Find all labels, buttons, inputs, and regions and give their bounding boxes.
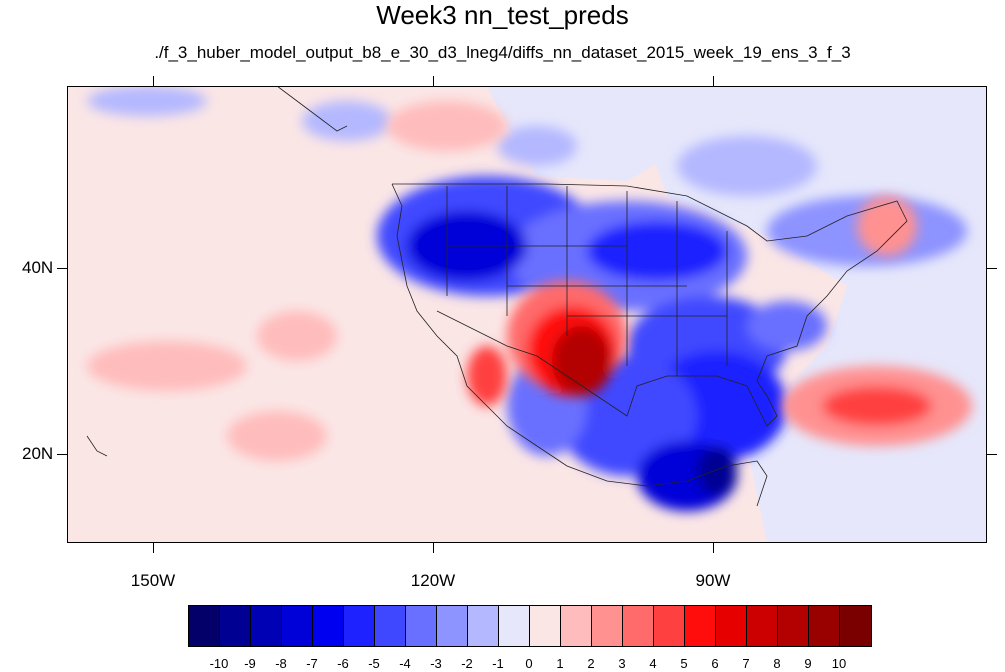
tick-20n <box>57 454 67 455</box>
colorbar-tick-label: 3 <box>618 656 626 671</box>
tick-40n <box>57 268 67 269</box>
colorbar-box <box>282 606 313 646</box>
colorbar-tick-label: -4 <box>399 656 411 671</box>
colorbar <box>188 605 872 647</box>
colorbar-tick-label: 9 <box>804 656 812 671</box>
colorbar-tick-label: -8 <box>275 656 287 671</box>
colorbar-box <box>840 606 871 646</box>
colorbar-tick-label: 10 <box>831 656 847 671</box>
colorbar-box <box>437 606 468 646</box>
colorbar-tick-label: -10 <box>209 656 229 671</box>
lat-label-20n: 20N <box>22 444 54 463</box>
colorbar-box <box>685 606 716 646</box>
colorbar-box <box>561 606 592 646</box>
colorbar-tick-label: 8 <box>773 656 781 671</box>
colorbar-box <box>313 606 344 646</box>
colorbar-box <box>251 606 282 646</box>
colorbar-box <box>592 606 623 646</box>
colorbar-box <box>468 606 499 646</box>
colorbar-box <box>499 606 530 646</box>
lat-label-40n: 40N <box>22 258 54 277</box>
colorbar-box <box>654 606 685 646</box>
tick-90w-top <box>713 76 714 86</box>
tick-40n-right <box>987 268 997 269</box>
colorbar-tick-label: 0 <box>525 656 533 671</box>
tick-150w-top <box>153 76 154 86</box>
colorbar-tick-label: 2 <box>587 656 595 671</box>
lon-label-90w: 90W <box>695 571 731 590</box>
tick-120w-top <box>433 76 434 86</box>
colorbar-box <box>623 606 654 646</box>
colorbar-box <box>716 606 747 646</box>
tick-90w <box>713 543 714 553</box>
colorbar-tick-label: 1 <box>556 656 564 671</box>
colorbar-tick-label: 4 <box>649 656 657 671</box>
colorbar-box <box>809 606 840 646</box>
map-panel <box>67 86 987 543</box>
colorbar-box <box>778 606 809 646</box>
colorbar-tick-label: -9 <box>244 656 256 671</box>
colorbar-tick-label: 5 <box>680 656 688 671</box>
colorbar-tick-label: -3 <box>430 656 442 671</box>
colorbar-box <box>220 606 251 646</box>
colorbar-tick-label: -1 <box>492 656 504 671</box>
lon-label-150w: 150W <box>130 571 176 590</box>
tick-150w <box>153 543 154 553</box>
colorbar-tick-label: 7 <box>742 656 750 671</box>
colorbar-tick-label: -7 <box>306 656 318 671</box>
colorbar-tick-label: -6 <box>337 656 349 671</box>
colorbar-box <box>530 606 561 646</box>
tick-120w <box>433 543 434 553</box>
colorbar-tick-label: 6 <box>711 656 719 671</box>
colorbar-box <box>375 606 406 646</box>
colorbar-tick-label: -2 <box>461 656 473 671</box>
plot-subtitle: ./f_3_huber_model_output_b8_e_30_d3_lneg… <box>154 43 851 62</box>
colorbar-box <box>406 606 437 646</box>
anomaly-map <box>67 86 987 543</box>
tick-20n-right <box>987 454 997 455</box>
colorbar-box <box>747 606 778 646</box>
colorbar-tick-label: -5 <box>368 656 380 671</box>
plot-title: Week3 nn_test_preds <box>376 0 629 30</box>
colorbar-box <box>344 606 375 646</box>
colorbar-box <box>189 606 220 646</box>
lon-label-120w: 120W <box>410 571 456 590</box>
